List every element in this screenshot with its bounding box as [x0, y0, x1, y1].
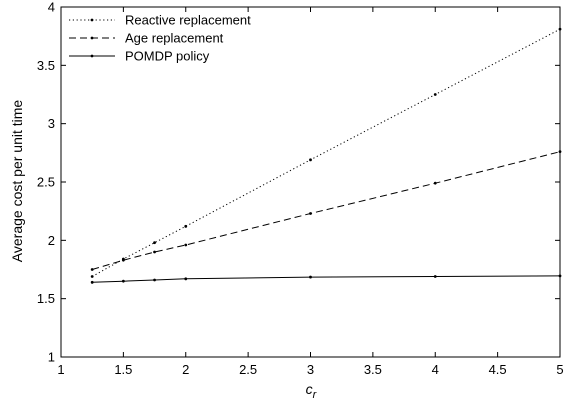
legend-item: Reactive replacement	[69, 13, 251, 28]
x-tick-label: 1	[57, 362, 64, 377]
x-tick-label: 3	[307, 362, 314, 377]
y-tick-label: 3	[48, 116, 55, 131]
series-line	[92, 151, 561, 270]
data-point	[433, 181, 437, 185]
axes: 1 1.5 2 2.5 3 3.5 4 4.5 5 1 1.5 2 2.5 3 3.5 4	[37, 0, 564, 377]
data-point	[309, 275, 312, 279]
data-point	[558, 274, 562, 278]
legend-label: POMDP policy	[125, 49, 210, 64]
legend-item: Age replacement	[69, 31, 224, 46]
data-point	[153, 241, 156, 245]
y-tick-label: 1.5	[37, 291, 55, 306]
legend-item: POMDP policy	[69, 49, 210, 64]
y-tick-label: 2.5	[37, 175, 55, 190]
x-tick-label: 2	[182, 362, 189, 377]
data-point	[121, 258, 125, 262]
data-point	[153, 250, 156, 254]
data-point	[90, 268, 94, 271]
x-tick-label: 2.5	[239, 362, 257, 377]
x-tick-label: 3.5	[364, 362, 382, 377]
y-tick-label: 1	[48, 350, 55, 365]
legend-label: Age replacement	[125, 31, 224, 46]
x-axis-label: cr	[306, 381, 318, 401]
data-point	[121, 279, 125, 283]
data-point	[184, 224, 188, 228]
y-tick-label: 3.5	[37, 58, 55, 73]
legend-marker	[90, 54, 94, 58]
data-point	[184, 277, 188, 281]
data-point	[90, 275, 94, 278]
data-point	[558, 150, 562, 154]
data-point	[309, 158, 312, 162]
series-2	[90, 274, 562, 284]
x-tick-label: 4.5	[489, 362, 507, 377]
x-tick-label: 4	[432, 362, 439, 377]
y-axis-label: Average cost per unit time	[9, 100, 25, 263]
legend-marker	[90, 36, 94, 40]
data-point	[309, 212, 312, 215]
data-point	[90, 280, 94, 284]
data-point	[433, 93, 437, 96]
series-line	[92, 275, 561, 283]
data-point	[558, 27, 562, 31]
series-line	[91, 28, 561, 277]
data-point	[153, 278, 156, 282]
y-tick-label: 4	[48, 0, 55, 15]
series-0	[90, 27, 562, 278]
series-1	[90, 150, 562, 271]
series-lines	[90, 27, 562, 284]
x-tick-label: 5	[556, 362, 563, 377]
data-point	[433, 275, 437, 278]
legend: Reactive replacement Age replacement POMDP…	[69, 13, 251, 64]
legend-label: Reactive replacement	[125, 13, 251, 28]
x-tick-label: 1.5	[114, 362, 132, 377]
data-point	[184, 243, 188, 247]
legend-marker	[90, 18, 94, 22]
y-tick-label: 2	[48, 233, 55, 248]
